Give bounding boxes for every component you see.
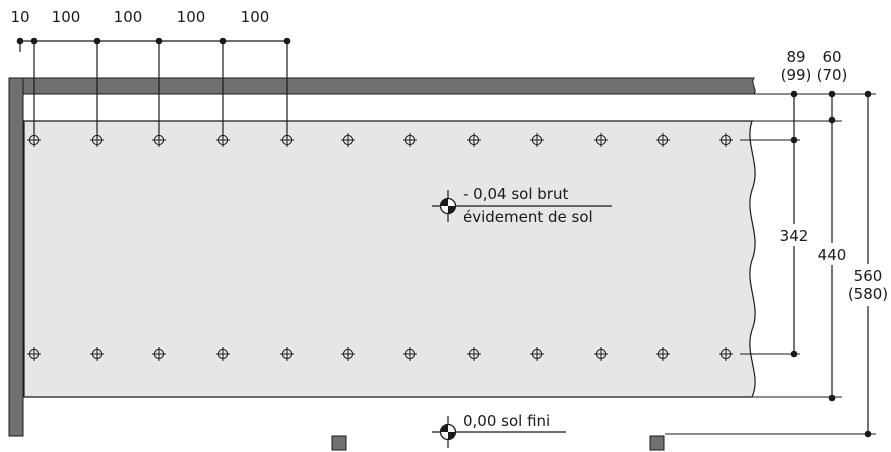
post-right	[649, 435, 665, 451]
anchor-hole-marker	[27, 133, 41, 147]
anchor-hole-marker	[341, 133, 355, 147]
anchor-hole-marker	[216, 347, 230, 361]
anchor-hole-marker	[152, 133, 166, 147]
anchor-hole-marker	[341, 347, 355, 361]
anchor-hole-marker	[594, 133, 608, 147]
dim-label-70: (70)	[817, 66, 848, 84]
top-dimension-chain	[16, 37, 291, 138]
level-marker-finished-floor	[432, 416, 566, 448]
level-label-finished-floor: 0,00 sol fini	[463, 412, 550, 430]
dim-label-100-a: 100	[52, 8, 81, 26]
level-marker-rough-floor	[432, 190, 612, 222]
level-label-rough-floor: - 0,04 sol brut	[463, 185, 568, 203]
post-left	[331, 435, 347, 451]
anchor-hole-marker	[90, 133, 104, 147]
anchor-hole-marker	[656, 133, 670, 147]
top-plate	[22, 77, 756, 95]
anchor-hole-marker	[530, 347, 544, 361]
anchor-hole-marker	[594, 347, 608, 361]
anchor-hole-marker	[403, 347, 417, 361]
anchor-hole-marker	[280, 133, 294, 147]
dim-label-100-c: 100	[177, 8, 206, 26]
dim-label-440: 440	[818, 246, 847, 264]
level-label-floor-recess: évidement de sol	[463, 208, 593, 226]
anchor-hole-marker	[152, 347, 166, 361]
dim-label-89: 89	[786, 48, 805, 66]
wall-vertical	[8, 77, 24, 437]
anchor-hole-marker	[403, 133, 417, 147]
anchor-hole-marker	[27, 347, 41, 361]
dim-label-560: 560	[854, 267, 883, 285]
floor-recess	[23, 120, 756, 398]
dim-label-10: 10	[10, 8, 29, 26]
dim-label-100-d: 100	[241, 8, 270, 26]
anchor-hole-marker	[90, 347, 104, 361]
anchor-hole-marker	[719, 133, 733, 147]
anchor-hole-marker	[719, 347, 733, 361]
anchor-hole-marker	[467, 133, 481, 147]
dim-label-580: (580)	[848, 285, 888, 303]
dim-label-99: (99)	[781, 66, 812, 84]
anchor-hole-marker	[280, 347, 294, 361]
dim-label-342: 342	[780, 227, 809, 245]
anchor-hole-marker	[656, 347, 670, 361]
anchor-hole-marker	[530, 133, 544, 147]
anchor-hole-marker	[467, 347, 481, 361]
dim-label-100-b: 100	[114, 8, 143, 26]
anchor-hole-marker	[216, 133, 230, 147]
anchor-holes	[27, 133, 733, 361]
dim-label-60: 60	[822, 48, 841, 66]
